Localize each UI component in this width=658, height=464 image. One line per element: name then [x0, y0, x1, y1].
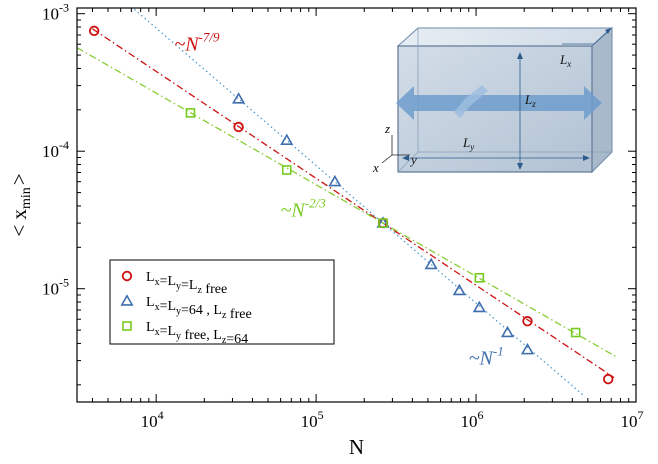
y-tick-label: 10-4 — [42, 138, 69, 161]
fit-line — [77, 47, 617, 358]
data-point-triangle — [520, 342, 535, 355]
inset-label-lx: Lx — [559, 52, 571, 69]
inset-box-top-face — [396, 27, 614, 47]
y-tick-label: 10-3 — [42, 1, 69, 24]
axis-ticks — [77, 8, 637, 402]
data-point-square — [474, 273, 485, 283]
data-point-square — [378, 218, 388, 228]
legend-marker-circle — [121, 270, 133, 282]
y-axis-label: < xmin> — [7, 173, 34, 236]
x-tick-label: 107 — [621, 408, 644, 431]
y-tick-label: 10-5 — [42, 276, 69, 299]
inset-lz-arrow-head — [517, 163, 523, 170]
legend-marker-triangle — [120, 294, 134, 306]
inset-box-illustration: Lx Lz Ly z y x — [372, 26, 614, 175]
legend-entry-label: Lx=Ly free, Lz=64 — [146, 320, 248, 347]
axis-tick-labels: 104 105 106 107 10-5 10-4 10-3 — [42, 1, 644, 431]
data-point-triangle — [280, 133, 294, 146]
inset-label-ly: Ly — [462, 135, 474, 152]
data-point-triangle — [472, 300, 486, 313]
inset-box-hidden-edge — [397, 151, 419, 173]
data-point-circle — [88, 25, 100, 37]
inset-axis-z-label: z — [384, 121, 390, 136]
power-law-annotations: ~N-7/9 ~N-2/3 ~N-1 — [174, 29, 503, 369]
data-point-circle — [233, 121, 244, 133]
x-tick-label: 106 — [461, 408, 484, 431]
data-point-triangle — [424, 257, 438, 270]
inset-lx-arrow-head — [605, 28, 611, 34]
data-markers — [88, 25, 614, 385]
power-law-label: ~N-7/9 — [174, 29, 220, 55]
plot-frame — [76, 7, 637, 403]
power-law-label: ~N-1 — [469, 344, 504, 370]
x-tick-label: 105 — [301, 408, 324, 431]
legend-entry-label: Lx=Ly=64 , Lz free — [146, 295, 252, 322]
data-point-triangle — [328, 174, 342, 187]
x-axis-label: N — [349, 435, 364, 459]
data-point-square — [281, 165, 292, 175]
data-point-circle — [522, 316, 533, 327]
power-law-label: ~N-2/3 — [281, 196, 327, 222]
inset-axis-x — [381, 154, 393, 164]
inset-label-lz: Lz — [524, 92, 536, 109]
fit-lines — [77, 8, 617, 398]
inset-depth-arrow — [454, 85, 488, 118]
inset-double-arrow — [396, 86, 602, 120]
data-point-triangle — [500, 325, 515, 338]
inset-axis-y-label: y — [409, 152, 417, 167]
inset-lz-arrow-head — [517, 52, 523, 59]
legend-marker-square — [122, 321, 132, 331]
data-point-triangle — [232, 92, 246, 104]
data-point-square — [570, 327, 581, 338]
legend-box — [109, 259, 335, 345]
data-point-square — [185, 108, 196, 118]
data-point-triangle — [452, 283, 466, 296]
data-point-circle — [602, 373, 614, 385]
inset-lx-arrow — [593, 29, 610, 45]
x-tick-label: 104 — [141, 408, 164, 431]
inset-ly-arrow-head — [583, 155, 590, 161]
fit-line — [92, 28, 615, 379]
legend-entry-label: Lx=Ly=Lz free — [146, 270, 227, 297]
inset-axis-x-label: x — [372, 160, 379, 175]
inset-ly-arrow-head — [402, 155, 409, 161]
